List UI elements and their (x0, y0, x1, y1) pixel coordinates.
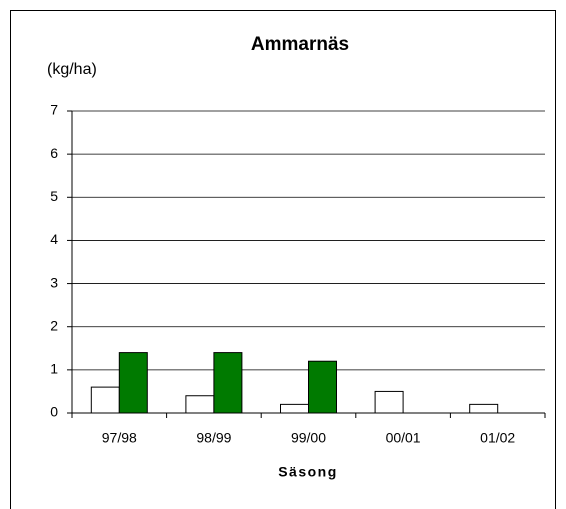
bar (185, 395, 215, 414)
y-tick-label: 3 (50, 274, 58, 290)
x-tick-label: 98/99 (196, 430, 231, 446)
chart-title: Ammarnäs (251, 34, 349, 55)
bar (118, 352, 148, 414)
x-tick-label: 97/98 (102, 430, 137, 446)
y-tick-label: 0 (50, 404, 58, 420)
x-tick-label: 01/02 (480, 430, 515, 446)
y-tick-label: 7 (50, 102, 58, 118)
y-tick-label: 5 (50, 188, 58, 204)
bar (213, 352, 243, 414)
bar (469, 403, 499, 414)
x-tick-label: 00/01 (386, 430, 421, 446)
y-axis-label: (kg/ha) (47, 61, 97, 78)
bar (374, 390, 404, 414)
y-tick-label: 4 (50, 231, 58, 247)
x-tick-label: 99/00 (291, 430, 326, 446)
y-tick-label: 2 (50, 317, 58, 333)
x-axis-label: Säsong (278, 464, 338, 480)
y-tick-label: 6 (50, 145, 58, 161)
y-tick-label: 1 (50, 361, 58, 377)
bar (280, 403, 309, 414)
chart-frame (10, 10, 556, 509)
bar (90, 386, 120, 414)
bar (308, 360, 337, 414)
